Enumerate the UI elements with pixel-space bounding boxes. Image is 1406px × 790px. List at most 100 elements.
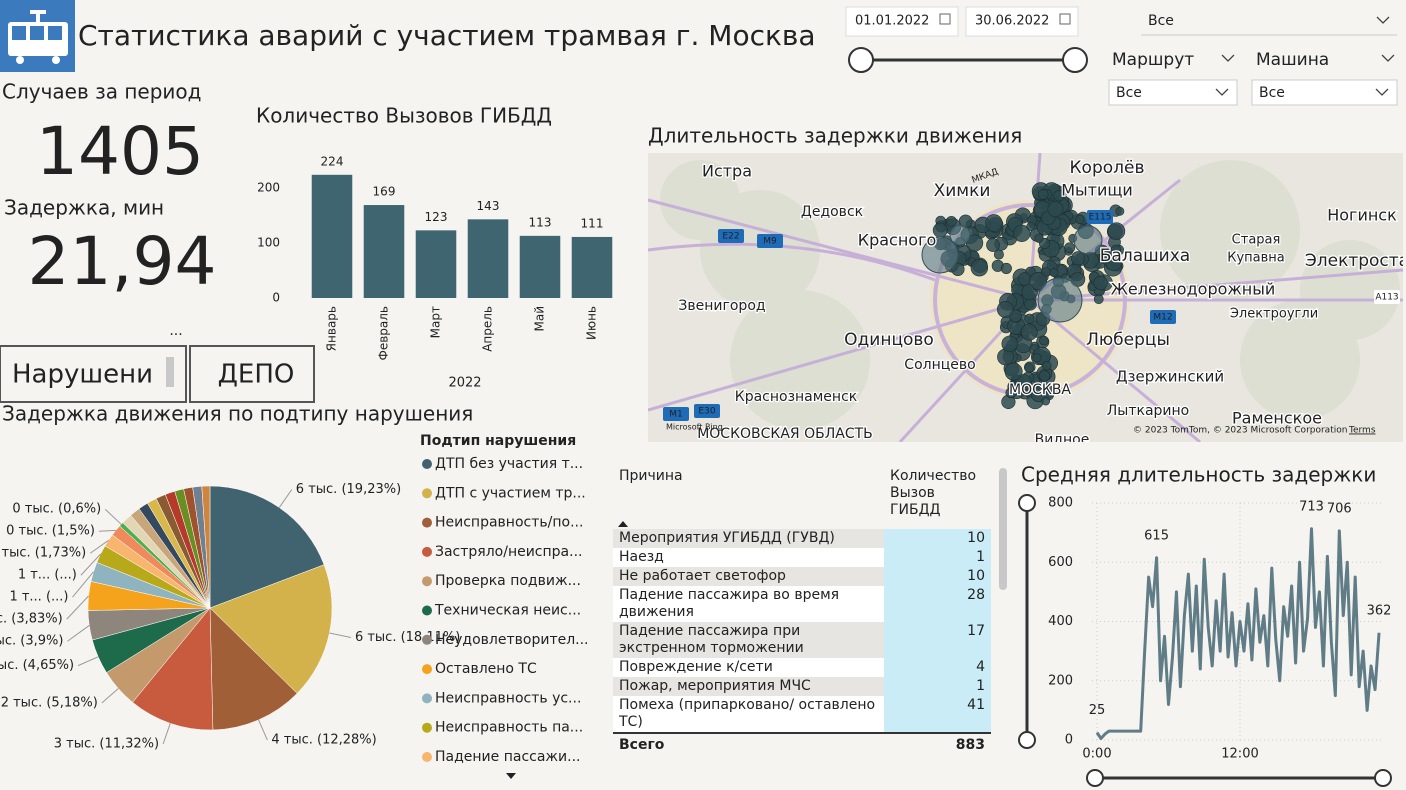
table-scrollbar[interactable] xyxy=(999,468,1007,590)
kpi-label: Задержка, мин xyxy=(4,196,164,220)
map-bubble xyxy=(1029,271,1048,290)
map-bubble xyxy=(1039,370,1051,382)
map-bubble xyxy=(1013,224,1031,242)
map-place-label: Краснознаменск xyxy=(735,389,857,405)
map-bubble xyxy=(985,214,1003,232)
column-header[interactable]: Причина xyxy=(619,468,683,484)
data-label: 706 xyxy=(1327,501,1352,516)
y-tick-label: 100 xyxy=(257,236,280,250)
cause-table: Причина Количество Вызов ГИБДД Мероприят… xyxy=(613,462,991,755)
slider-handle[interactable] xyxy=(1018,731,1036,749)
data-label: 1 тыс. (3,83%) xyxy=(0,612,63,627)
map-place-label: Дедовск xyxy=(801,204,863,220)
map-place-label: Одинцово xyxy=(844,330,934,350)
slider-handle[interactable] xyxy=(1086,769,1104,787)
y-tick-label: 0 xyxy=(272,291,280,305)
table-row: Не работает светофор 10 xyxy=(613,567,991,586)
x-tick-label: Февраль xyxy=(377,306,391,361)
chart-title: Количество Вызовов ГИБДД xyxy=(256,104,552,128)
map-bubble xyxy=(1093,275,1108,290)
road-label: M12 xyxy=(1153,313,1172,323)
map-bubble xyxy=(970,259,989,277)
dropdown[interactable] xyxy=(1251,79,1398,106)
y-tick-label: 800 xyxy=(1048,496,1073,511)
data-label: 224 xyxy=(321,154,344,168)
map-bubble xyxy=(1034,233,1044,243)
map-bubble xyxy=(949,224,971,246)
slider-handle[interactable] xyxy=(1018,494,1036,512)
kpi-value: 21,94 xyxy=(28,223,217,300)
y-tick-label: 0 xyxy=(1065,733,1073,748)
data-label: 1 тыс. (4,65%) xyxy=(0,658,74,673)
map-bubble xyxy=(1024,313,1035,324)
slider-handle[interactable] xyxy=(1374,769,1392,787)
legend-label: Неисправность ус... xyxy=(435,690,581,706)
y-tick-label: 200 xyxy=(257,181,280,195)
date-value: 01.01.2022 xyxy=(855,14,929,29)
map-bubble xyxy=(996,300,1014,318)
date-input[interactable] xyxy=(845,6,959,37)
map-bubble xyxy=(1024,363,1034,373)
map-place-label: МОСКВА xyxy=(1009,382,1071,398)
button-frame[interactable] xyxy=(0,345,187,403)
map-bubble xyxy=(986,238,1000,252)
map-place-label: Истра xyxy=(702,162,752,181)
x-tick-label: Май xyxy=(533,306,547,332)
legend-label: Оставлено ТС xyxy=(435,661,537,677)
pie-slice xyxy=(132,607,214,731)
map-bubble xyxy=(1037,277,1083,323)
kpi-label: Случаев за период xyxy=(2,80,202,104)
map-bubble xyxy=(1107,222,1126,241)
legend-swatch xyxy=(422,752,432,762)
x-tick-label: Январь xyxy=(325,306,339,351)
cause-cell: Повреждение к/сети xyxy=(613,658,884,677)
map-place-label: Балашиха xyxy=(1100,246,1190,266)
map-place-label: Купавна xyxy=(1227,251,1285,266)
road-badge xyxy=(663,407,689,421)
map-bubble xyxy=(1105,254,1122,272)
total-row: Всего 883 xyxy=(613,732,991,755)
leader-line xyxy=(329,632,352,639)
data-label: 6 тыс. (19,23%) xyxy=(296,482,401,497)
data-label: 1 тыс. (3,9%) xyxy=(0,634,63,649)
map-bubble xyxy=(1000,262,1012,274)
button-label: Нарушени xyxy=(12,360,153,390)
data-label: 0 тыс. (1,5%) xyxy=(6,524,95,539)
cause-cell: Падение пассажира при экстренном торможе… xyxy=(613,622,884,658)
count-cell: 1 xyxy=(884,548,991,567)
date-value: 30.06.2022 xyxy=(975,14,1049,29)
table-row: Помеха (припарковано/ оставлено ТС) 41 xyxy=(613,696,991,733)
map-forest xyxy=(730,290,870,430)
slider-handle[interactable] xyxy=(1062,47,1088,73)
legend-swatch xyxy=(422,664,432,675)
legend-swatch xyxy=(422,576,432,587)
road-badge xyxy=(1374,290,1400,304)
map-bubble xyxy=(1005,387,1017,399)
data-label: 169 xyxy=(373,185,396,199)
map-road xyxy=(648,198,1031,302)
legend-label: Застряло/неиспра... xyxy=(435,544,582,560)
date-input[interactable] xyxy=(965,6,1079,37)
calendar-icon xyxy=(939,13,951,25)
map-bubble xyxy=(1064,242,1076,254)
map-bubble xyxy=(1071,251,1086,266)
table-row: Пожар, мероприятия МЧС 1 xyxy=(613,677,991,696)
button-frame[interactable] xyxy=(189,345,315,403)
dropdown[interactable] xyxy=(1108,79,1238,106)
count-cell: 17 xyxy=(884,622,991,658)
data-label: 4 тыс. (12,28%) xyxy=(271,733,376,748)
slider-handle[interactable] xyxy=(848,47,874,73)
y-tick-label: 400 xyxy=(1048,614,1073,629)
data-label: 123 xyxy=(425,210,448,224)
map-bubble xyxy=(1110,244,1122,255)
map-bubble xyxy=(1073,225,1103,255)
bar xyxy=(363,205,405,298)
x-tick-label: Март xyxy=(429,306,443,338)
legend-scroll[interactable] xyxy=(506,773,516,779)
chart-title: Задержка движения по подтипу нарушения xyxy=(2,402,473,426)
leader-line xyxy=(77,656,99,667)
kpi-value: 1405 xyxy=(36,113,204,190)
column-header[interactable]: Количество Вызов ГИБДД xyxy=(890,468,977,518)
count-cell: 10 xyxy=(884,567,991,586)
